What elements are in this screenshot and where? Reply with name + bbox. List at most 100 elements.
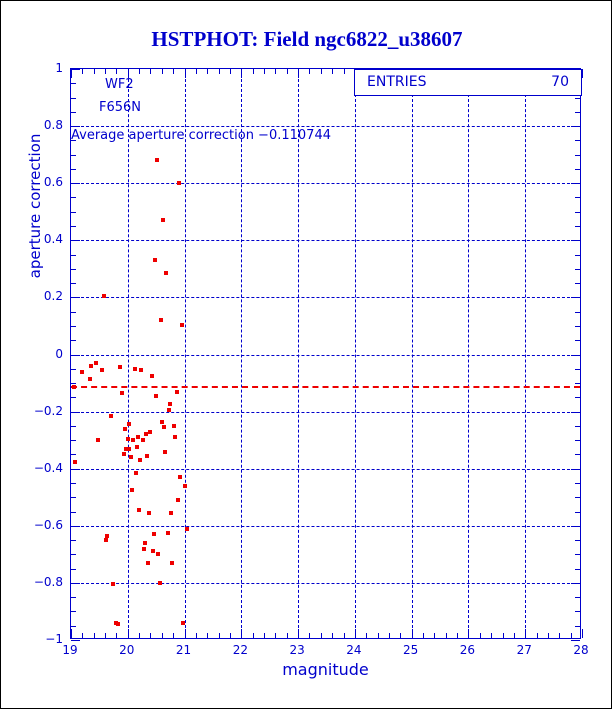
axis-tick-y	[575, 168, 580, 170]
gridline-horizontal	[71, 411, 580, 413]
axis-tick-x	[207, 69, 209, 74]
axis-tick-y	[575, 97, 580, 99]
axis-tick-y	[575, 425, 580, 427]
plot-frame: WF2 F656N Average aperture correction −0…	[70, 68, 583, 641]
axis-tick-y	[575, 597, 580, 599]
axis-tick-x	[207, 633, 209, 638]
data-point	[139, 368, 144, 373]
axis-tick-x	[71, 629, 72, 638]
axis-tick-y	[571, 582, 580, 584]
axis-tick-y	[575, 111, 580, 113]
data-point	[151, 532, 156, 537]
data-point	[176, 181, 181, 186]
axis-tick-y	[71, 140, 76, 142]
axis-tick-y	[71, 83, 76, 85]
axis-tick-x	[116, 69, 118, 74]
axis-tick-y	[71, 440, 76, 442]
x-tick-label: 27	[516, 643, 532, 657]
data-point	[145, 453, 150, 458]
x-tick-label: 26	[459, 643, 476, 657]
data-point	[158, 318, 163, 323]
axis-tick-x	[264, 69, 266, 74]
y-tick-label: 0.6	[43, 175, 63, 190]
gridline-horizontal	[71, 582, 580, 584]
axis-tick-x	[582, 69, 583, 78]
gridline-vertical	[354, 69, 356, 638]
data-point	[104, 533, 109, 538]
axis-tick-y	[71, 168, 76, 170]
axis-tick-x	[525, 629, 527, 638]
axis-tick-x	[332, 633, 334, 638]
axis-tick-y	[71, 454, 76, 456]
axis-tick-x	[445, 633, 447, 638]
data-point	[174, 389, 179, 394]
axis-tick-x	[388, 633, 390, 638]
page-title: HSTPHOT: Field ngc6822_u38607	[151, 27, 463, 51]
data-point	[149, 373, 154, 378]
gridline-horizontal	[71, 297, 580, 299]
annotation-chip: WF2	[105, 77, 134, 92]
y-tick-label: 1	[55, 61, 63, 75]
data-point	[100, 368, 105, 373]
x-tick-label: 19	[62, 643, 78, 657]
axis-tick-y	[575, 211, 580, 213]
axis-tick-x	[195, 69, 197, 74]
axis-tick-x	[161, 69, 163, 74]
axis-tick-x	[547, 633, 549, 638]
axis-tick-x	[275, 69, 277, 74]
axis-tick-x	[343, 69, 345, 74]
axis-tick-y	[571, 183, 580, 185]
axis-tick-x	[298, 629, 300, 638]
axis-tick-x	[105, 69, 107, 74]
data-point	[142, 540, 147, 545]
axis-tick-x	[320, 69, 322, 74]
axis-tick-x	[218, 69, 220, 74]
axis-tick-x	[332, 69, 334, 74]
data-point	[121, 452, 126, 457]
axis-tick-x	[173, 69, 175, 74]
axis-tick-y	[575, 197, 580, 199]
data-point	[159, 419, 164, 424]
y-tick-label: −1	[45, 632, 63, 646]
axis-tick-y	[575, 625, 580, 627]
x-tick-label: 28	[573, 643, 589, 657]
data-point	[143, 432, 148, 437]
y-tick-label: −0.4	[33, 460, 63, 475]
axis-tick-y	[575, 226, 580, 228]
axis-tick-x	[320, 633, 322, 638]
axis-tick-y	[71, 154, 76, 156]
axis-tick-x	[82, 633, 84, 638]
data-point	[120, 391, 125, 396]
axis-tick-y	[575, 440, 580, 442]
data-point	[141, 546, 146, 551]
axis-tick-y	[71, 582, 80, 584]
axis-tick-x	[479, 633, 481, 638]
axis-tick-x	[513, 633, 515, 638]
axis-tick-x	[184, 69, 186, 78]
axis-tick-y	[71, 268, 76, 270]
data-point	[87, 376, 92, 381]
axis-tick-y	[575, 283, 580, 285]
axis-tick-x	[366, 633, 368, 638]
axis-tick-x	[139, 633, 141, 638]
data-point	[71, 385, 76, 390]
data-point	[138, 458, 143, 463]
data-point	[108, 413, 113, 418]
x-tick-label: 23	[289, 643, 305, 657]
axis-tick-x	[116, 633, 118, 638]
axis-tick-y	[575, 611, 580, 613]
axis-tick-x	[184, 629, 186, 638]
data-point	[125, 436, 130, 441]
data-point	[180, 620, 185, 625]
axis-tick-x	[423, 633, 425, 638]
axis-tick-y	[71, 126, 80, 128]
axis-tick-y	[71, 625, 76, 627]
axis-tick-x	[82, 69, 84, 74]
data-point	[173, 435, 178, 440]
axis-tick-y	[71, 340, 76, 342]
axis-tick-y	[575, 540, 580, 542]
axis-tick-y	[71, 311, 76, 313]
axis-tick-x	[139, 69, 141, 74]
data-point	[166, 408, 171, 413]
